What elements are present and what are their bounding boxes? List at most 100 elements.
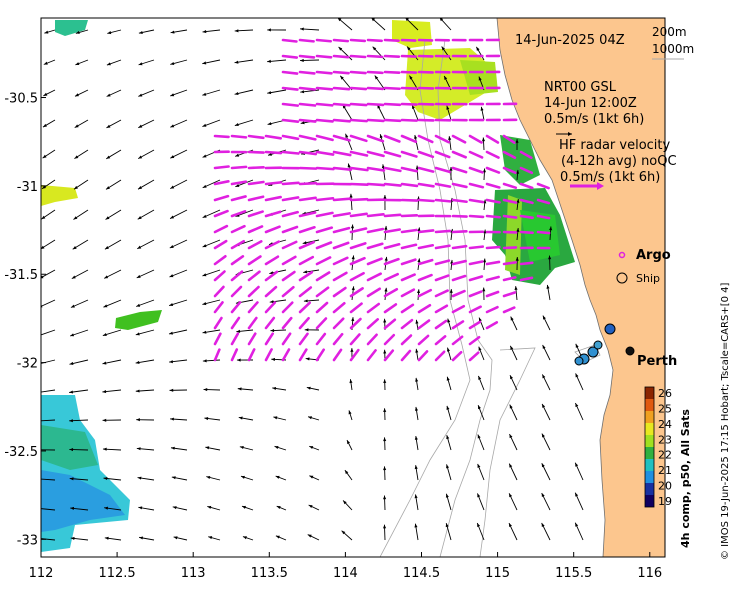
- radar-vector: [315, 54, 333, 59]
- radar-vector: [451, 166, 468, 174]
- radar-scale-arrowhead: [597, 182, 604, 190]
- model-vector-head: [74, 124, 79, 128]
- model-vector-head: [69, 390, 74, 394]
- radar-vector: [417, 334, 430, 346]
- radar-vector: [298, 70, 316, 75]
- model-vector-head: [548, 255, 552, 260]
- radar-vector: [536, 230, 551, 235]
- model-vector-head: [135, 389, 140, 393]
- model-vector-head: [36, 477, 40, 480]
- model-vector-head: [69, 419, 73, 423]
- model-vector-head: [135, 332, 140, 336]
- model-vector-head: [170, 185, 175, 189]
- radar-vector: [383, 318, 397, 330]
- radar-vector: [502, 246, 518, 250]
- model-vector-head: [510, 316, 514, 321]
- colorbar-segment: [645, 483, 654, 495]
- model-vector-head: [41, 245, 45, 249]
- radar-vector: [383, 182, 402, 187]
- model-vector-head: [515, 256, 519, 261]
- model-scale: 0.5m/s (1kt 6h): [544, 112, 644, 127]
- model-vector-head: [450, 259, 454, 264]
- model-vector-head: [304, 328, 309, 332]
- radar-vector: [383, 257, 400, 266]
- radar-vector: [400, 349, 412, 362]
- model-vector-head: [234, 91, 239, 95]
- model-vector-head: [138, 62, 143, 66]
- radar-vector: [213, 270, 226, 282]
- radar-vector: [451, 320, 465, 330]
- model-vector-head: [514, 286, 518, 290]
- radar-vector: [264, 348, 273, 362]
- radar-vector: [281, 54, 299, 59]
- model-vector-head: [276, 506, 281, 510]
- model-vector-head: [575, 343, 579, 348]
- radar-vector: [281, 210, 299, 218]
- model-vector-head: [303, 270, 308, 274]
- radar-vector: [383, 150, 402, 158]
- radar-vector: [281, 196, 300, 202]
- model-vector-head: [415, 348, 419, 353]
- model-vector-head: [136, 418, 140, 422]
- model-vector-head: [541, 433, 545, 438]
- radar-vector: [213, 348, 221, 362]
- radar-vector: [332, 54, 350, 59]
- radar-vector: [400, 243, 418, 250]
- radar-vector: [315, 226, 334, 234]
- radar-vector: [485, 275, 500, 282]
- model-vector-head: [75, 30, 80, 34]
- colorbar-segment: [645, 447, 654, 459]
- model-vector-head: [383, 466, 387, 471]
- model-vector-head: [137, 216, 142, 220]
- radar-vector: [298, 332, 309, 346]
- model-vector-head: [267, 91, 272, 95]
- model-vector-head: [106, 124, 111, 128]
- model-vector-head: [269, 300, 274, 304]
- model-vector: [41, 508, 56, 511]
- radar-vector: [468, 320, 482, 330]
- radar-vector: [349, 150, 369, 157]
- radar-vector: [230, 332, 240, 346]
- model-vector-head: [309, 475, 314, 479]
- radar-vector: [298, 181, 318, 186]
- ship-marker: [604, 323, 616, 335]
- radar-vector: [502, 134, 516, 144]
- model-vector-head: [267, 122, 272, 126]
- model-vector-head: [449, 289, 453, 293]
- radar-vector: [468, 198, 485, 204]
- radar-vector: [434, 335, 447, 346]
- radar-vector: [247, 285, 260, 298]
- contour-shelf: [479, 347, 536, 557]
- contour-1000m-label: 1000m: [652, 42, 694, 56]
- model-vector-head: [337, 18, 342, 22]
- radar-vector: [332, 197, 352, 202]
- model-vector-head: [105, 216, 110, 220]
- radar-vector: [298, 86, 316, 91]
- radar-vector: [417, 273, 433, 282]
- radar-vector: [281, 38, 298, 43]
- model-vector-head: [347, 163, 351, 168]
- radar-vector: [451, 274, 467, 282]
- model-vector-head: [542, 315, 546, 320]
- model-vector-head: [267, 59, 271, 63]
- model-vector-head: [104, 246, 109, 250]
- radar-vector: [434, 150, 451, 159]
- credit-text: © IMOS 19-Jun-2025 17:15 Hobart; Tscale=…: [720, 283, 731, 560]
- model-vector-head: [575, 492, 579, 497]
- radar-vector: [298, 102, 317, 107]
- radar-vector: [213, 134, 230, 139]
- model-vector-head: [41, 215, 46, 220]
- model-vector-head: [106, 93, 111, 97]
- model-vector-head: [412, 105, 415, 109]
- model-vector-head: [541, 463, 545, 468]
- model-vector-head: [102, 447, 107, 451]
- radar-vector: [502, 214, 518, 219]
- radar-vector: [366, 242, 384, 250]
- ship-marker: [587, 346, 599, 358]
- radar-vector: [264, 301, 277, 314]
- radar-vector: [213, 285, 225, 298]
- radar-vector: [417, 150, 435, 159]
- radar-vector: [468, 290, 483, 298]
- radar-vector: [400, 288, 416, 298]
- radar-vector: [230, 301, 242, 314]
